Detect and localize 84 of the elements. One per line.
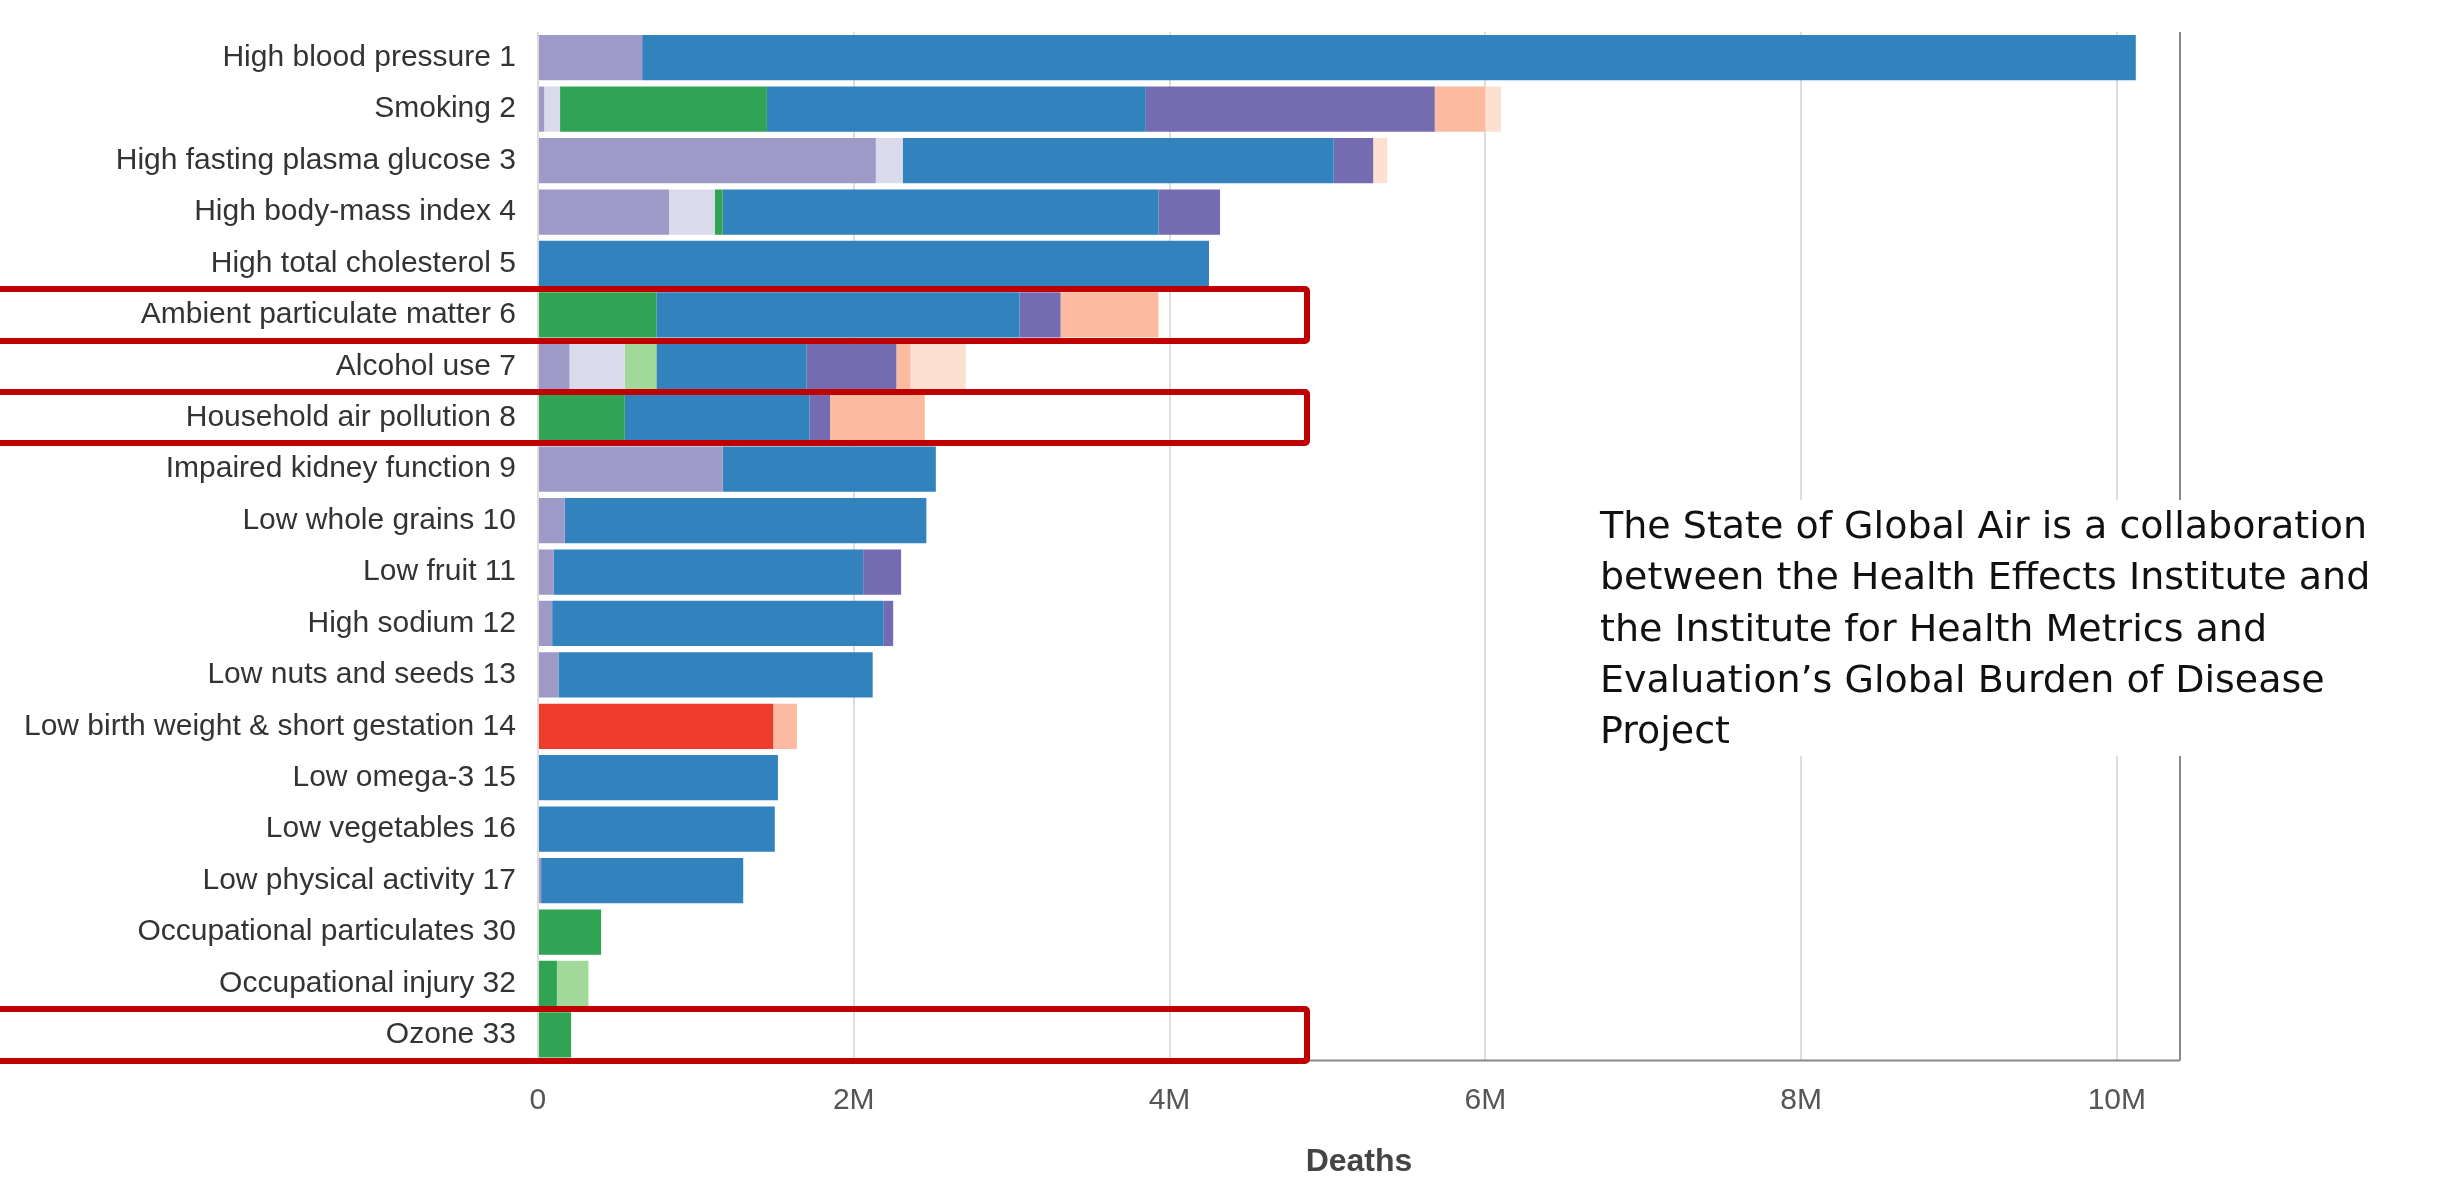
x-tick-label: 2M — [832, 1081, 875, 1115]
y-tick-label: Low birth weight & short gestation 14 — [24, 707, 516, 741]
bar — [656, 343, 807, 389]
bar — [538, 652, 559, 698]
bar — [556, 960, 589, 1007]
bar — [552, 600, 884, 647]
bar — [538, 703, 774, 749]
bar — [1373, 137, 1388, 184]
bar — [538, 549, 554, 595]
x-tick-label: 8M — [1780, 1081, 1822, 1115]
bar — [560, 86, 767, 132]
bar — [538, 395, 625, 441]
bar — [669, 189, 715, 235]
x-tick-label: 4M — [1148, 1081, 1191, 1115]
bar — [883, 600, 894, 647]
bar — [538, 1012, 572, 1058]
x-axis-title: Deaths — [1305, 1141, 1413, 1178]
y-tick-label: Occupational injury 32 — [219, 964, 516, 998]
bar — [538, 343, 570, 389]
bar — [538, 806, 775, 852]
y-tick-label: Low fruit 11 — [363, 553, 516, 587]
bar — [809, 395, 831, 441]
y-tick-label: Alcohol use 7 — [335, 347, 516, 381]
y-tick-label: Ambient particulate matter 6 — [140, 296, 516, 330]
x-tick-label: 6M — [1464, 1081, 1507, 1115]
bar — [910, 343, 966, 389]
bar — [569, 343, 625, 389]
bar — [1485, 86, 1502, 132]
bar — [1333, 137, 1374, 184]
annotation: The State of Global Air is a collaboration between the Health Effects Institute and the Institute for Health Metrics and Evaluation’s Global Burden of Disease Project — [1600, 500, 2420, 757]
bar — [875, 137, 903, 184]
bar — [544, 86, 561, 132]
y-tick-label: Low omega-3 15 — [292, 759, 516, 792]
bar — [538, 857, 542, 904]
bar — [538, 497, 565, 544]
bar — [558, 652, 873, 698]
bar — [902, 137, 1334, 184]
bar — [624, 343, 657, 389]
y-tick-label: Household air pollution 8 — [185, 398, 516, 432]
bar — [766, 86, 1146, 132]
bar — [538, 960, 557, 1007]
bar — [896, 343, 911, 389]
bar — [538, 35, 643, 81]
x-tick-label: 10M — [2087, 1081, 2147, 1115]
y-tick-label: High blood pressure 1 — [222, 38, 516, 72]
bar — [538, 446, 723, 492]
y-tick-label: Low vegetables 16 — [265, 810, 516, 844]
bar — [538, 189, 669, 235]
bar — [553, 549, 864, 595]
bar — [1060, 292, 1159, 338]
bar — [538, 137, 876, 184]
bar — [538, 755, 778, 801]
bar — [722, 189, 1159, 235]
y-tick-label: Ozone 33 — [385, 1016, 516, 1050]
bar — [1434, 86, 1486, 132]
bar — [538, 86, 545, 132]
bar — [773, 703, 797, 749]
bar — [656, 292, 1020, 338]
y-tick-label: Impaired kidney function 9 — [165, 450, 516, 484]
y-tick-label: High total cholesterol 5 — [210, 244, 516, 278]
bar — [541, 857, 744, 904]
bar — [624, 395, 810, 441]
bar — [830, 395, 925, 441]
y-tick-label: Low physical activity 17 — [202, 861, 516, 895]
y-tick-label: High sodium 12 — [307, 604, 516, 638]
bar — [806, 343, 897, 389]
bar — [1158, 189, 1221, 235]
bar — [1145, 86, 1435, 132]
y-tick-label: Low whole grains 10 — [242, 501, 516, 535]
x-tick-label: 0 — [529, 1081, 547, 1115]
bar — [642, 35, 2136, 81]
bar — [538, 292, 657, 338]
bar — [714, 189, 723, 235]
y-tick-label: Low nuts and seeds 13 — [207, 656, 516, 690]
bar — [863, 549, 902, 595]
bar — [538, 600, 553, 647]
y-tick-label: Occupational particulates 30 — [137, 913, 516, 947]
y-tick-label: High fasting plasma glucose 3 — [115, 141, 516, 175]
bar — [564, 497, 927, 544]
bar — [722, 446, 936, 492]
bar — [1019, 292, 1061, 338]
bar — [538, 909, 602, 955]
y-tick-label: High body-mass index 4 — [194, 193, 516, 227]
y-tick-label: Smoking 2 — [374, 90, 516, 124]
